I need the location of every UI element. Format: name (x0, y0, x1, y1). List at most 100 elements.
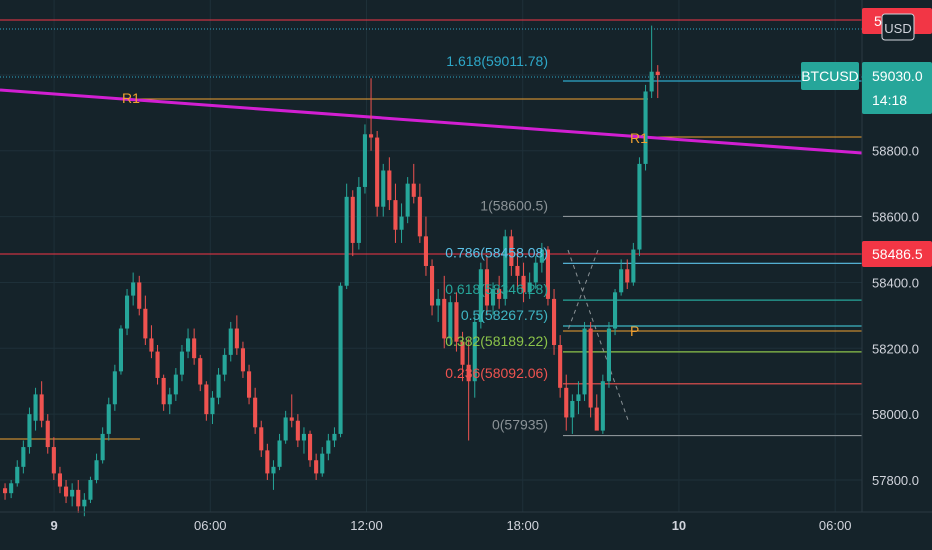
candle-body (430, 265, 435, 306)
candle-body (228, 328, 233, 355)
candle-body (45, 420, 50, 448)
x-tick-label: 06:00 (194, 518, 227, 533)
candle-body (497, 289, 502, 299)
candle-body (436, 298, 441, 306)
candle-body (76, 489, 81, 507)
candle-body (655, 71, 660, 75)
x-tick-label: 9 (50, 518, 57, 533)
candle-body (88, 480, 93, 500)
candle-body (259, 427, 264, 451)
x-tick-label: 10 (672, 518, 686, 533)
candle-body (64, 486, 69, 497)
candle-body (454, 302, 459, 342)
fib-trend-dashed-2 (567, 249, 599, 331)
candle-body (460, 341, 465, 365)
trendline (0, 88, 863, 155)
candle-body (533, 262, 538, 283)
candle-body (637, 163, 642, 250)
x-tick-label: 18:00 (506, 518, 539, 533)
candle-body (301, 433, 306, 441)
y-tick-label: 58000.0 (872, 407, 919, 422)
candle-body (594, 407, 599, 431)
candle-body (82, 499, 87, 507)
candle-body (137, 282, 142, 309)
candle-body (271, 466, 276, 474)
candle-body (582, 328, 587, 395)
candle-body (186, 338, 191, 352)
candle-body (631, 249, 636, 283)
candle-body (210, 397, 215, 415)
candle-body (613, 292, 618, 329)
candle-body (600, 381, 605, 431)
candle-body (552, 298, 557, 345)
y-tick-label: 58800.0 (872, 144, 919, 159)
candle-body (265, 450, 270, 474)
fib-label-0: 1.618(59011.78) (446, 53, 548, 69)
candle-body (387, 170, 392, 201)
candle-body (112, 371, 117, 405)
candle-body (167, 394, 172, 405)
candle-body (131, 282, 136, 296)
candle-body (155, 351, 160, 378)
pivot-label-p: P (630, 323, 639, 339)
candle-body (15, 466, 20, 484)
candle-body (484, 269, 489, 306)
candle-body (478, 269, 483, 322)
candle-body (606, 328, 611, 382)
candle-body (21, 447, 26, 467)
candle-body (503, 236, 508, 299)
candle-body (588, 328, 593, 408)
fib-label-5: 0.382(58189.22) (445, 333, 548, 349)
candle-body (417, 196, 422, 237)
candle-body (143, 308, 148, 339)
candle-body (625, 269, 630, 283)
candle-body (576, 394, 581, 401)
pivot-label-r1-right: R1 (630, 130, 648, 146)
candle-body (149, 338, 154, 352)
fib-label-1: 1(58600.5) (480, 197, 548, 213)
candle-body (362, 134, 367, 187)
x-tick-label: 06:00 (819, 518, 852, 533)
candle-body (198, 358, 203, 385)
candle-body (173, 374, 178, 395)
candle-body (472, 321, 477, 382)
y-tick-label: 58400.0 (872, 275, 919, 290)
candle-body (545, 249, 550, 299)
candle-body (3, 488, 8, 494)
candle-body (295, 420, 300, 441)
candle-body (125, 295, 130, 329)
candle-body (619, 269, 624, 293)
candle-body (289, 417, 294, 421)
candle-body (222, 354, 227, 375)
candle-body (649, 71, 654, 92)
candle-body (643, 91, 648, 164)
fib-label-4: 0.5(58267.75) (461, 307, 548, 323)
candle-body (283, 417, 288, 441)
candle-body (350, 196, 355, 243)
y-tick-label: 58600.0 (872, 210, 919, 225)
candle-body (161, 377, 166, 405)
candle-body (515, 265, 520, 276)
candle-body (100, 433, 105, 461)
candle-body (39, 394, 44, 421)
candle-body (527, 282, 532, 293)
level-price-tag (862, 240, 932, 267)
fib-trend-dashed (567, 249, 629, 421)
currency-label: USD (884, 21, 911, 36)
candle-body (179, 351, 184, 375)
candle-body (326, 440, 331, 454)
candle-body (332, 433, 337, 441)
candle-body (216, 374, 221, 398)
candle-body (234, 328, 239, 349)
fib-label-2: 0.786(58458.08) (445, 244, 548, 260)
candle-body (393, 200, 398, 230)
candle-body (338, 285, 343, 434)
candle-body (491, 289, 496, 306)
candle-body (94, 460, 99, 480)
currency-button[interactable] (881, 13, 915, 41)
candle-body (9, 483, 14, 494)
candle-body (70, 489, 75, 497)
